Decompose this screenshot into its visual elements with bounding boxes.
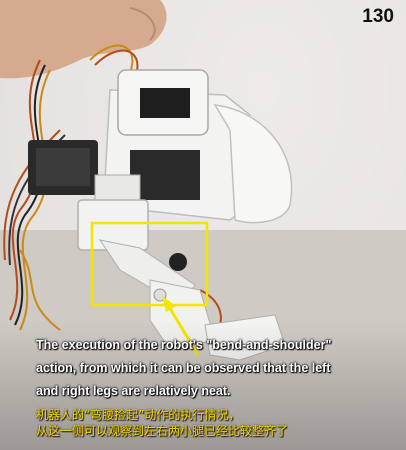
caption-chinese-line: 机器人的“弯腰捡起”动作的执行情况，: [36, 408, 241, 422]
caption-chinese-line: 从这一侧可以观察到左右两小腿已经比较整齐了: [36, 424, 289, 438]
caption-english-line: The execution of the robot's "bend-and-s…: [36, 338, 332, 352]
finger-crease: [129, 7, 156, 41]
caption-english-line: action, from which it can be observed th…: [36, 361, 331, 375]
servo-torso: [130, 150, 200, 200]
board-chip: [36, 148, 90, 186]
robot-shoulder: [213, 104, 293, 224]
highlight-box: [90, 221, 209, 307]
page-number: 130: [362, 6, 394, 27]
caption-chinese: 机器人的“弯腰捡起”动作的执行情况， 从这一侧可以观察到左右两小腿已经比较整齐了: [36, 407, 396, 439]
pointer-arrowhead: [162, 296, 176, 312]
caption-shade: [0, 320, 406, 450]
servo-upper: [140, 88, 190, 118]
caption-english: The execution of the robot's "bend-and-s…: [36, 334, 396, 403]
knee-servo: [169, 253, 187, 271]
hand: [0, 0, 167, 79]
caption-english-line: and right legs are relatively neat.: [36, 384, 231, 398]
